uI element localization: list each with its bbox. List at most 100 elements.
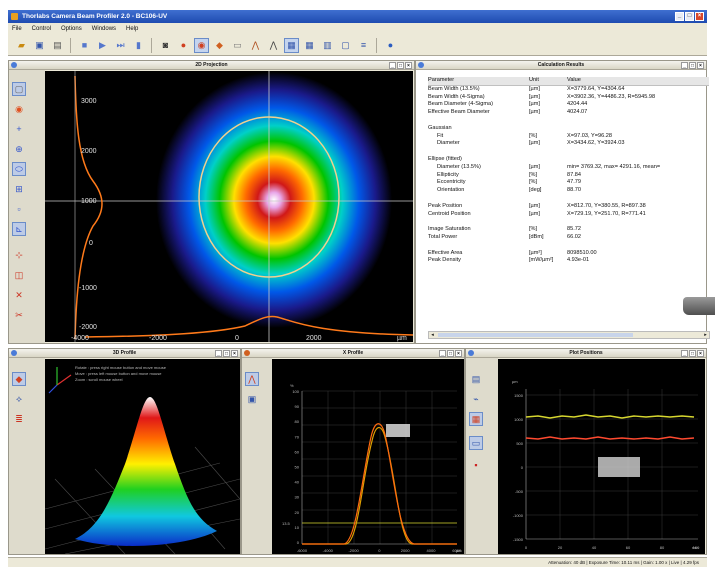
table-row[interactable]: Orientation [deg] 88.70 <box>428 187 709 195</box>
panel-maximize-button[interactable]: □ <box>447 350 454 357</box>
crosshair-icon[interactable]: + <box>16 124 22 134</box>
panel-minimize-button[interactable]: _ <box>681 62 688 69</box>
table-row[interactable] <box>428 117 709 125</box>
plot-positions-chart[interactable]: µm 1500 1000 500 0 -500 -1000 -1500 0 20 40 60 80 1… <box>498 359 705 554</box>
color-bars-icon[interactable]: ▦ <box>469 412 483 426</box>
panel-close-button[interactable]: × <box>405 62 412 69</box>
marker-icon[interactable]: ⊹ <box>15 249 23 260</box>
beam-image[interactable]: 3000 2000 1000 0 -1000 -2000 -4000 -2000… <box>45 71 413 342</box>
zoom-icon[interactable]: ◫ <box>14 269 24 280</box>
render-mode-icon[interactable]: ◆ <box>12 372 26 386</box>
table-row[interactable] <box>428 148 709 156</box>
grid-icon[interactable]: ⊞ <box>15 183 23 194</box>
profile-3d-view[interactable]: Rotate : press right mouse button and mo… <box>45 359 240 554</box>
beam-view-icon[interactable]: ◉ <box>194 37 209 53</box>
table-view-icon[interactable]: ▦ <box>305 39 314 50</box>
menu-windows[interactable]: Windows <box>91 26 117 32</box>
profile-settings-icon[interactable]: ▣ <box>247 393 257 404</box>
panel-maximize-button[interactable]: □ <box>689 350 696 357</box>
menu-options[interactable]: Options <box>61 26 82 32</box>
flat-view-icon[interactable]: ⟡ <box>16 393 22 404</box>
panel-maximize-button[interactable]: □ <box>689 62 696 69</box>
panel-close-button[interactable]: × <box>697 62 704 69</box>
table-row[interactable]: Total Power [dBm] 66.02 <box>428 234 709 242</box>
table-row[interactable]: Effective Area [µm²] 8098510.00 <box>428 250 709 258</box>
panel-minimize-button[interactable]: _ <box>681 350 688 357</box>
chart-view-icon[interactable]: ⌁ <box>473 393 479 404</box>
table-row[interactable]: Beam Width (13.5%) [µm] X=3779.64, Y=4304.… <box>428 85 709 93</box>
scrollbar-right-arrow[interactable]: ▸ <box>704 332 707 338</box>
roi-icon[interactable]: ▫ <box>17 204 21 214</box>
play-icon[interactable]: ▶ <box>99 39 106 50</box>
horizontal-scrollbar[interactable]: ◂ ▸ <box>428 331 710 339</box>
scrollbar-thumb[interactable] <box>438 333 633 337</box>
ellipse-icon[interactable]: ⬭ <box>12 162 26 176</box>
table-row[interactable]: Eccentricity [%] 47.79 <box>428 179 709 187</box>
step-icon[interactable]: ⏭ <box>116 39 125 50</box>
profile-curve-icon[interactable]: ⋀ <box>245 372 259 386</box>
panel-maximize-button[interactable]: □ <box>397 62 404 69</box>
centroid-icon[interactable]: ⊕ <box>15 143 23 154</box>
panel-minimize-button[interactable]: _ <box>215 350 222 357</box>
table-row[interactable] <box>428 242 709 250</box>
table-row[interactable]: Gaussian <box>428 125 709 133</box>
color-palette-icon[interactable]: ● <box>180 40 187 50</box>
close-window-button[interactable]: × <box>695 12 704 21</box>
profile-line-icon[interactable]: ⊾ <box>12 222 26 236</box>
table-row[interactable]: Peak Position [µm] X=812.70, Y=380.55, R=8… <box>428 203 709 211</box>
table-row[interactable]: Beam Width (4-Sigma) [µm] X=3902.36, Y=448… <box>428 94 709 102</box>
menu-file[interactable]: File <box>12 26 22 32</box>
clear-plot-icon[interactable]: ▪ <box>474 460 478 470</box>
window-icon[interactable]: ▭ <box>233 39 242 50</box>
panel-maximize-button[interactable]: □ <box>223 350 230 357</box>
table-row[interactable] <box>428 195 709 203</box>
panel-close-button[interactable]: × <box>697 350 704 357</box>
save-icon[interactable]: ▣ <box>35 39 44 50</box>
table-row[interactable] <box>428 218 709 226</box>
table-row[interactable]: Ellipse (fitted) <box>428 156 709 164</box>
value-cell <box>567 156 709 164</box>
table-row[interactable]: Peak Density [mW/µm²] 4.93e-01 <box>428 257 709 265</box>
layers-icon[interactable]: ≣ <box>15 413 23 424</box>
table-row[interactable]: Diameter [µm] X=3434.62, Y=3924.03 <box>428 140 709 148</box>
panel-close-button[interactable]: × <box>231 350 238 357</box>
power-meter-icon[interactable]: ▥ <box>323 39 332 50</box>
parameter-cell <box>428 195 529 203</box>
panel-minimize-button[interactable]: _ <box>439 350 446 357</box>
open-folder-icon[interactable]: ▰ <box>18 39 25 50</box>
list-view-icon[interactable]: ▤ <box>471 373 481 384</box>
list-icon[interactable]: ≡ <box>360 40 367 50</box>
y-profile-icon[interactable]: ⋀ <box>269 39 278 50</box>
select-tool-icon[interactable]: ▢ <box>12 82 26 96</box>
menu-control[interactable]: Control <box>31 26 52 32</box>
window-view-icon[interactable]: ▭ <box>469 436 483 450</box>
screenshot-icon[interactable]: ▢ <box>341 39 350 50</box>
maximize-window-button[interactable]: □ <box>685 12 694 21</box>
table-row[interactable]: Fit [%] X=97.03, Y=96.28 <box>428 133 709 141</box>
x-profile-icon[interactable]: ⋀ <box>251 39 260 50</box>
panel-close-button[interactable]: × <box>455 350 462 357</box>
record-icon[interactable]: ▮ <box>136 39 141 50</box>
camera-icon[interactable]: ◙ <box>162 40 169 50</box>
colormap-icon[interactable]: ◉ <box>15 103 23 114</box>
table-row[interactable]: Diameter (13.5%) [µm] min= 3769.32, max= 4… <box>428 164 709 172</box>
table-row[interactable]: Beam Diameter (4-Sigma) [µm] 4204.44 <box>428 101 709 109</box>
table-row[interactable]: Effective Beam Diameter [µm] 4024.07 <box>428 109 709 117</box>
menu-help[interactable]: Help <box>126 26 139 32</box>
minimize-window-button[interactable]: _ <box>675 12 684 21</box>
profile-3d-icon[interactable]: ◆ <box>216 39 223 50</box>
panel-minimize-button[interactable]: _ <box>389 62 396 69</box>
scrollbar-left-arrow[interactable]: ◂ <box>431 332 434 338</box>
table-row[interactable]: Image Saturation [%] 85.72 <box>428 226 709 234</box>
table-row[interactable]: Centroid Position [µm] X=729.19, Y=251.70,… <box>428 211 709 219</box>
help-icon[interactable]: ● <box>387 40 394 50</box>
cut-icon[interactable]: ✂ <box>15 309 23 320</box>
table-row[interactable]: Ellipticity [%] 87.84 <box>428 172 709 180</box>
plot-positions-x-ticks: 0 20 40 60 80 100 <box>525 545 700 550</box>
measure-icon[interactable]: ✕ <box>15 289 23 300</box>
tick-label: 0 <box>378 548 381 553</box>
stop-icon[interactable]: ■ <box>81 40 88 50</box>
calc-results-icon[interactable]: ▦ <box>284 37 299 53</box>
print-icon[interactable]: ▤ <box>53 39 62 50</box>
